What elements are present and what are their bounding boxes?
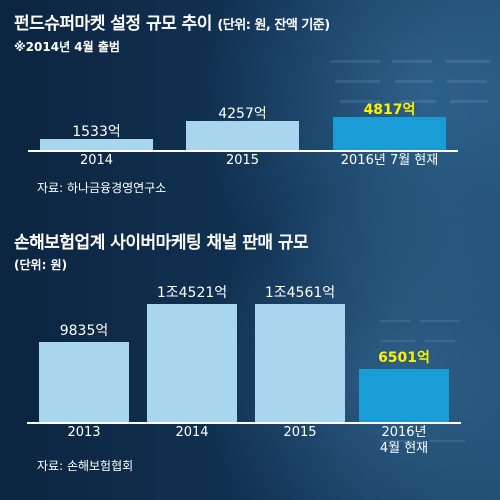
chart1-value-label-1: 4257억: [218, 106, 267, 122]
chart2-bar-2: [255, 304, 345, 422]
chart1-category-label-1: 2015: [225, 153, 260, 168]
chart2-bar-1: [147, 304, 237, 422]
chart1-value-label-2: 4817억: [363, 102, 416, 118]
chart1-category-label-0: 2014: [79, 153, 114, 168]
chart2-source: 자료: 손해보험협회: [37, 459, 134, 473]
chart1-source: 자료: 하나금융경영연구소: [37, 181, 167, 195]
chart2-value-label-3: 6501억: [378, 350, 430, 366]
chart1-bar-0: [40, 139, 153, 150]
chart2-category-label-2: 2015: [283, 425, 317, 440]
chart1-value-label-0: 1533억: [72, 124, 121, 140]
chart2-unit-note: (단위: 원): [14, 258, 68, 272]
chart2-category-label-1: 2014: [175, 425, 209, 440]
chart1-unit-note: (단위: 원, 잔액 기준): [217, 18, 330, 33]
chart2-category-label-3: 2016년 4월 현재: [379, 425, 429, 456]
chart1-category-label-2: 2016년 7월 현재: [340, 153, 439, 168]
chart1-title: 펀드슈퍼마켓 설정 규모 추이 (단위: 원, 잔액 기준): [14, 14, 330, 34]
chart2-value-label-1: 1조4521억: [156, 285, 228, 301]
chart1-bar-1: [186, 121, 299, 150]
chart2-baseline: [27, 422, 461, 424]
chart2-bar-3: [359, 369, 449, 422]
chart2-category-label-0: 2013: [67, 425, 101, 440]
chart1-bar-2: [333, 117, 446, 150]
chart2-bar-0: [39, 342, 129, 422]
chart1-baseline: [28, 150, 458, 152]
chart2-value-label-2: 1조4561억: [264, 285, 336, 301]
chart2-value-label-0: 9835억: [59, 323, 109, 339]
chart1-subtitle: ※2014년 4월 출범: [14, 40, 120, 54]
chart2-title: 손해보험업계 사이버마케팅 채널 판매 규모: [14, 233, 309, 253]
